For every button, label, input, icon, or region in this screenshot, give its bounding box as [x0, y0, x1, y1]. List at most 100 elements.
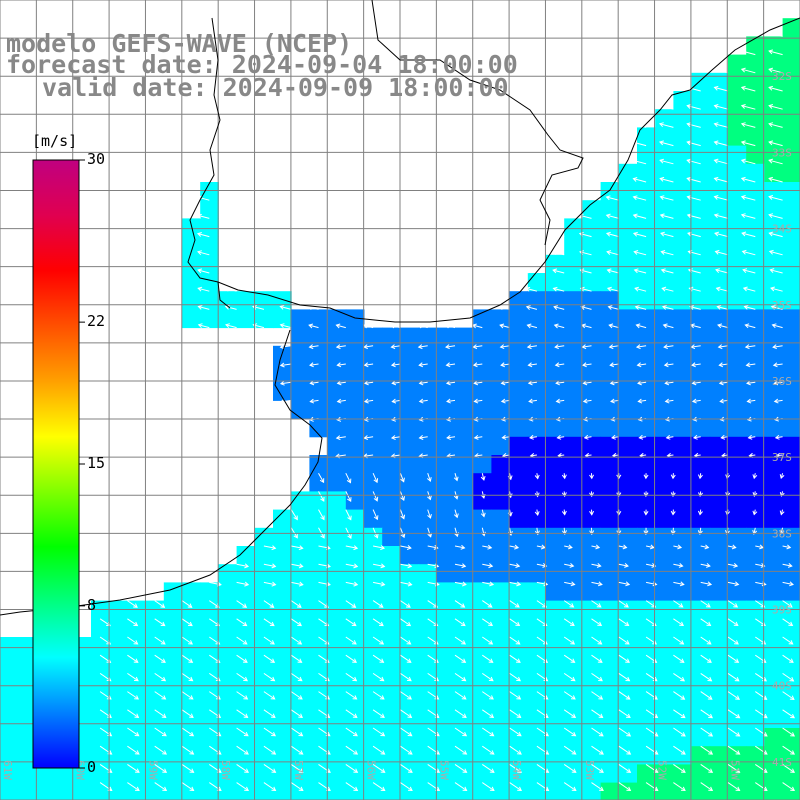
wind-cell: [491, 728, 511, 747]
wind-cell: [18, 673, 37, 693]
wind-cell: [600, 509, 620, 529]
wind-arrow: [686, 158, 701, 165]
wind-arrow: [717, 344, 729, 350]
wind-cell: [455, 400, 474, 420]
wind-arrow: [564, 544, 573, 550]
wind-cell: [509, 746, 529, 765]
wind-cell: [673, 455, 693, 474]
wind-cell: [600, 200, 620, 219]
wind-cell: [709, 309, 729, 329]
wind-arrow: [473, 380, 483, 386]
wind-cell: [618, 473, 638, 492]
wind-cell: [436, 546, 456, 565]
wind-arrow: [197, 323, 210, 329]
wind-cell: [709, 473, 729, 492]
wind-cell: [746, 400, 765, 420]
wind-cell: [455, 527, 474, 547]
wind-arrow: [509, 600, 520, 608]
wind-arrow: [745, 362, 756, 368]
forecast-date: forecast date: 2024-09-04 18:00:00: [6, 50, 518, 79]
wind-cell: [782, 109, 800, 128]
wind-arrow: [196, 195, 210, 201]
wind-cell: [582, 436, 602, 456]
wind-arrow: [740, 122, 756, 128]
wind-cell: [637, 709, 656, 729]
wind-cell: [291, 655, 310, 674]
wind-cell: [582, 473, 602, 492]
wind-cell: [436, 491, 456, 511]
wind-cell: [509, 436, 529, 456]
wind-arrow: [673, 636, 685, 645]
wind-cell: [163, 746, 183, 765]
wind-cell: [509, 764, 529, 784]
wind-arrow: [480, 509, 486, 518]
wind-cell: [509, 582, 529, 602]
wind-arrow: [390, 323, 401, 329]
wind-cell: [455, 782, 474, 800]
wind-arrow: [482, 600, 493, 608]
wind-cell: [764, 91, 784, 110]
wind-cell: [782, 163, 800, 183]
wind-cell: [600, 728, 620, 747]
wind-arrow: [660, 250, 674, 256]
wind-cell: [655, 236, 674, 256]
wind-cell: [582, 527, 602, 547]
wind-cell: [418, 473, 438, 492]
wind-cell: [746, 455, 765, 474]
wind-arrow: [658, 122, 674, 128]
wind-cell: [782, 691, 800, 711]
wind-cell: [400, 782, 420, 800]
wind-cell: [618, 382, 638, 401]
longitude-label: 57W: [292, 760, 305, 780]
wind-cell: [473, 364, 492, 383]
wind-cell: [418, 491, 438, 511]
wind-cell: [782, 364, 800, 383]
wind-arrow: [715, 268, 729, 274]
wind-cell: [364, 364, 383, 383]
wind-arrow: [700, 563, 711, 568]
wind-cell: [527, 764, 547, 784]
wind-cell: [382, 418, 401, 438]
wind-cell: [400, 637, 420, 656]
wind-cell: [600, 546, 620, 565]
coastline-inner: [371, 0, 584, 246]
wind-cell: [564, 345, 583, 365]
wind-arrow: [582, 380, 592, 386]
wind-arrow: [336, 362, 346, 368]
wind-arrow: [127, 763, 140, 773]
wind-cell: [436, 473, 456, 492]
wind-cell: [527, 746, 547, 765]
wind-cell: [418, 455, 438, 474]
wind-arrow: [363, 398, 374, 404]
wind-cell: [782, 436, 800, 456]
wind-arrow: [740, 195, 756, 201]
wind-arrow: [632, 122, 647, 128]
wind-cell: [618, 546, 638, 565]
wind-arrow: [454, 709, 467, 718]
longitude-labels: 61W 60W 59W 58W 57W 56W 55W 54W 53W 52W 51W: [1, 760, 741, 780]
wind-arrow: [399, 509, 406, 520]
wind-arrow: [700, 636, 712, 645]
wind-cell: [364, 782, 383, 800]
wind-cell: [564, 509, 583, 529]
wind-cell: [618, 436, 638, 456]
wind-cell: [618, 746, 638, 765]
wind-cell: [327, 618, 347, 638]
wind-cell: [327, 400, 347, 420]
wind-cell: [236, 673, 256, 693]
wind-cell: [546, 364, 565, 383]
wind-arrow: [345, 509, 352, 521]
wind-arrow: [127, 691, 139, 700]
wind-cell: [782, 782, 800, 800]
wind-cell: [473, 436, 492, 456]
wind-arrow: [509, 618, 521, 627]
wind-cell: [600, 564, 620, 583]
wind-cell: [782, 236, 800, 256]
wind-cell: [637, 564, 656, 583]
wind-arrow: [525, 305, 538, 310]
wind-cell: [600, 691, 620, 711]
wind-cell: [564, 473, 583, 492]
wind-arrow: [686, 104, 701, 110]
wind-arrow: [224, 304, 237, 310]
